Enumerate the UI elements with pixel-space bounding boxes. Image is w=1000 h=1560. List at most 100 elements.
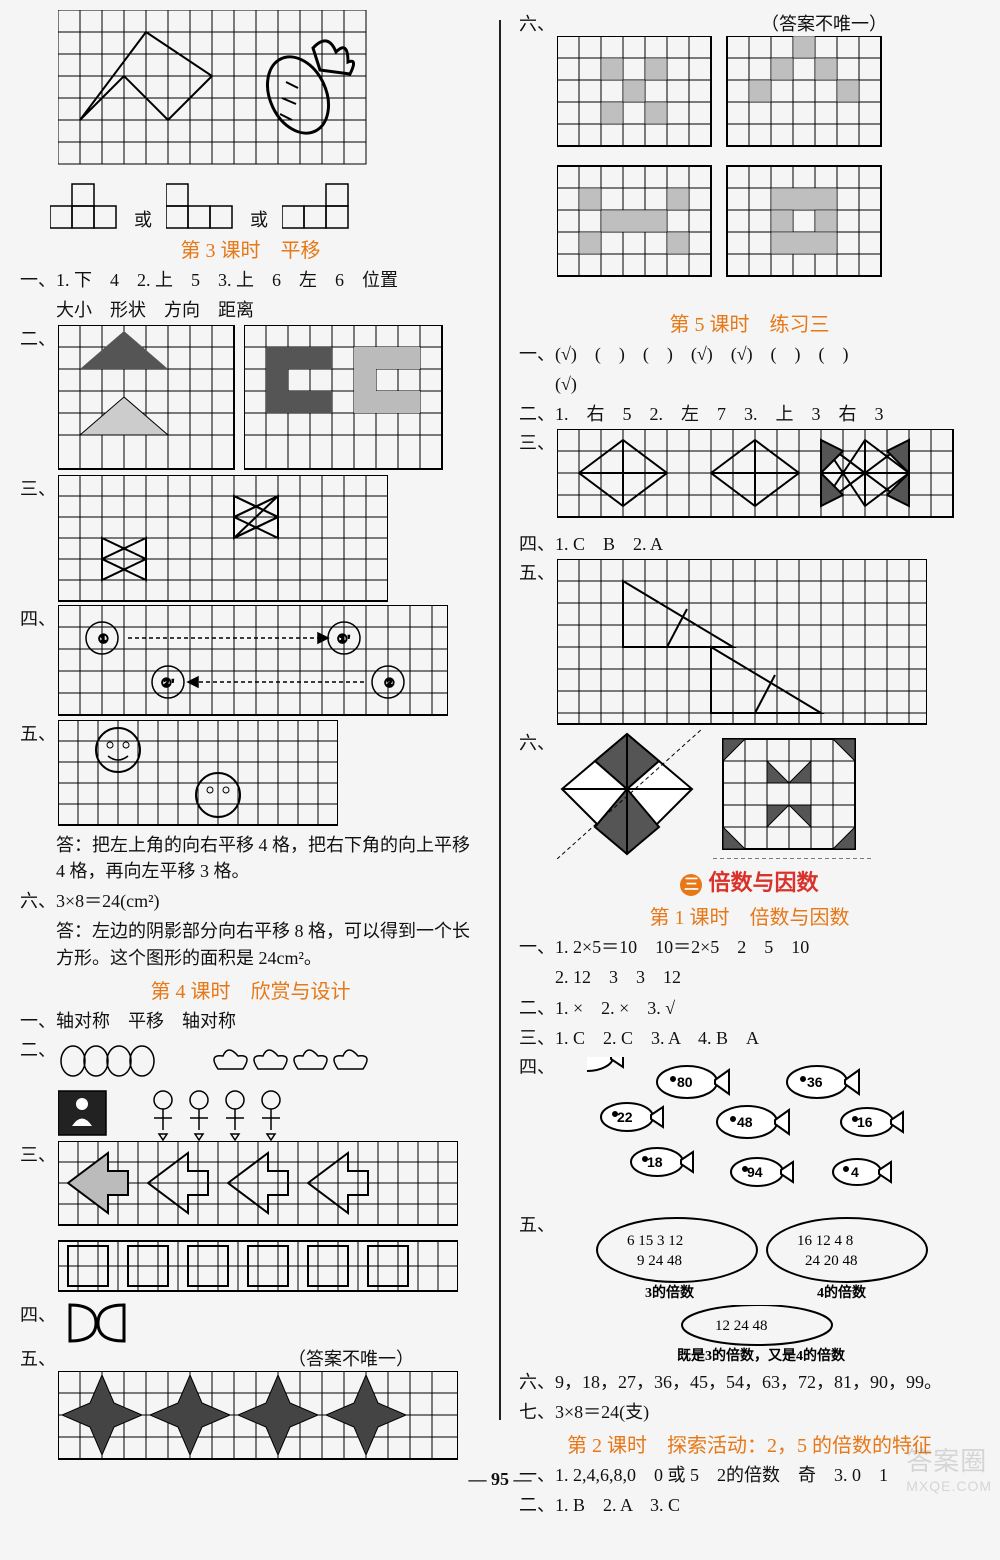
l3-top-grid-row xyxy=(20,10,481,180)
l5-q6-label: 六、 xyxy=(519,729,551,755)
l4-q3-row: 三、 xyxy=(20,1141,481,1301)
venn-left-text: 6 15 3 12 xyxy=(627,1233,683,1249)
l5-q2: 二、1. 右 5 2. 左 7 3. 上 3 右 3 xyxy=(519,401,980,427)
l5-q3-label: 三、 xyxy=(519,429,551,455)
q5-label: 五、 xyxy=(20,720,52,746)
unit3-heading: 三倍数与因数 xyxy=(519,865,980,897)
u3-q7: 七、3×8＝24(支) xyxy=(519,1399,980,1425)
u3l1-title: 第 1 课时 倍数与因数 xyxy=(519,901,980,930)
column-divider xyxy=(499,20,501,1420)
l4-q2-row: 二、 xyxy=(20,1036,481,1141)
svg-text:②': ②' xyxy=(161,676,174,690)
l5-q3-row: 三、 xyxy=(519,429,980,529)
venn-right-text: 16 12 4 8 xyxy=(797,1233,853,1249)
svg-text:94: 94 xyxy=(747,1164,763,1180)
watermark-url: MXQE.COM xyxy=(906,1478,992,1494)
ornament-block xyxy=(58,1036,418,1141)
page-root: 或 或 第 3 课时 平移 一、1. 下 4 2. 上 5 3. 上 6 左 6… xyxy=(0,0,1000,1560)
l5-q1: 一、(√) ( ) ( ) (√) (√) ( ) ( ) xyxy=(519,341,980,367)
l5-q4: 四、1. C B 2. A xyxy=(519,531,980,557)
face-grid xyxy=(58,720,338,830)
l5-q1b: (√) xyxy=(519,371,980,397)
four-grid-block: （答案不唯一） xyxy=(557,10,887,306)
q4-label: 四、 xyxy=(20,605,52,631)
u3-q5-label: 五、 xyxy=(519,1211,551,1237)
lesson3-title: 第 3 课时 平移 xyxy=(20,234,481,263)
svg-text:22: 22 xyxy=(617,1109,633,1125)
svg-text:4: 4 xyxy=(851,1164,859,1180)
unit3-num: 三 xyxy=(680,874,702,896)
l4-q2-label: 二、 xyxy=(20,1036,52,1062)
watermark-text: 答案圈 xyxy=(906,1446,987,1476)
venn-mcap: 既是3的倍数，又是4的倍数 xyxy=(677,1347,846,1364)
q5-answer: 答：把左上角的向右平移 4 格，把右下角的向上平移 4 格，再向左平移 3 格。 xyxy=(20,832,481,884)
carrot-grid xyxy=(58,10,378,180)
l4-q5-row: 五、 （答案不唯一） xyxy=(20,1345,481,1466)
star-pattern-grid xyxy=(58,1371,458,1466)
u3-q1b: 2. 12 3 3 12 xyxy=(519,964,980,990)
l5-q5-row: 五、 xyxy=(519,559,980,729)
u3-q4-row: 四、 80 36 22 48 16 18 94 xyxy=(519,1053,980,1211)
svg-text:16: 16 xyxy=(857,1114,873,1130)
svg-text:80: 80 xyxy=(677,1074,693,1090)
u3-q1: 一、1. 2×5＝10 10＝2×5 2 5 10 xyxy=(519,934,980,960)
u3-q6: 六、9，18，27，36，45，54，63，72，81，90，99。 xyxy=(519,1369,980,1395)
svg-text:24 20 48: 24 20 48 xyxy=(805,1253,858,1269)
cc-grid xyxy=(244,325,444,475)
tet-3 xyxy=(282,180,352,232)
lesson4-title: 第 4 课时 欣赏与设计 xyxy=(20,975,481,1004)
ornament-row1 xyxy=(58,1036,418,1086)
l5-q6-row: 六、 xyxy=(519,729,980,859)
venn-lcap: 3的倍数 xyxy=(645,1284,695,1301)
l4-q3-label: 三、 xyxy=(20,1141,52,1167)
svg-text:48: 48 xyxy=(737,1114,753,1130)
l3-q4-row: 四、 ① ①' ②' ② xyxy=(20,605,481,720)
l5-q5-label: 五、 xyxy=(519,559,551,585)
or-1: 或 xyxy=(134,206,152,232)
bowtie-grid xyxy=(58,475,388,605)
svg-text:①': ①' xyxy=(337,632,350,646)
q6-answer: 答：左边的阴影部分向右平移 8 格，可以得到一个长方形。这个图形的面积是 24c… xyxy=(20,918,481,970)
svg-text:18: 18 xyxy=(647,1154,663,1170)
four-symmetry-grids xyxy=(557,36,887,306)
unit3-title: 倍数与因数 xyxy=(708,870,818,895)
arrow-pattern-grid xyxy=(58,1141,458,1301)
l3-q1: 一、1. 下 4 2. 上 5 3. 上 6 左 6 位置 xyxy=(20,267,481,293)
u3-q5-row: 五、 6 15 3 12 9 24 48 16 12 4 8 24 20 48 … xyxy=(519,1211,980,1367)
circles-grid: ① ①' ②' ② xyxy=(58,605,448,720)
q5-note: （答案不唯一） xyxy=(288,1349,414,1369)
q5-block: （答案不唯一） xyxy=(58,1345,458,1466)
tet-2 xyxy=(166,180,236,232)
svg-text:①: ① xyxy=(98,632,109,646)
triangle-grid xyxy=(557,559,927,729)
lesson5-title: 第 5 课时 练习三 xyxy=(519,308,980,337)
l4-q4-row: 四、 xyxy=(20,1301,481,1345)
tree-grid xyxy=(58,325,238,475)
venn-ovals: 6 15 3 12 9 24 48 16 12 4 8 24 20 48 3的倍… xyxy=(587,1215,947,1305)
u3-q2: 二、1. × 2. × 3. √ xyxy=(519,995,980,1021)
svg-text:36: 36 xyxy=(807,1074,823,1090)
q3-label: 三、 xyxy=(20,475,52,501)
r-q6-label: 六、 xyxy=(519,10,551,36)
ornament-row2 xyxy=(58,1086,418,1141)
l3-q6: 六、3×8＝24(cm²) xyxy=(20,888,481,914)
l4-q5-label: 五、 xyxy=(20,1345,52,1371)
triangle-square-pattern xyxy=(713,729,873,859)
watermark: 答案圈 MXQE.COM xyxy=(906,1441,992,1494)
right-column: 六、 （答案不唯一） xyxy=(519,10,980,1520)
dd-icon xyxy=(58,1301,138,1345)
svg-text:②: ② xyxy=(384,676,395,690)
l3-q2-row: 二、 xyxy=(20,325,481,475)
u3-q3: 三、1. C 2. C 3. A 4. B A xyxy=(519,1025,980,1051)
page-number: — 95 — xyxy=(0,1469,1000,1490)
u3l2-q2: 二、1. B 2. A 3. C xyxy=(519,1492,980,1518)
l4-q1: 一、轴对称 平移 轴对称 xyxy=(20,1008,481,1034)
venn-mid-text: 12 24 48 xyxy=(715,1318,768,1334)
kite-shape xyxy=(557,729,707,859)
venn-rcap: 4的倍数 xyxy=(817,1284,867,1301)
fish-diagram: 80 36 22 48 16 18 94 4 xyxy=(587,1057,947,1207)
venn-mid-oval: 12 24 48 既是3的倍数，又是4的倍数 xyxy=(587,1305,947,1365)
l3-q5-row: 五、 xyxy=(20,720,481,830)
left-column: 或 或 第 3 课时 平移 一、1. 下 4 2. 上 5 3. 上 6 左 6… xyxy=(20,10,481,1520)
page-num-value: 95 xyxy=(491,1469,509,1489)
